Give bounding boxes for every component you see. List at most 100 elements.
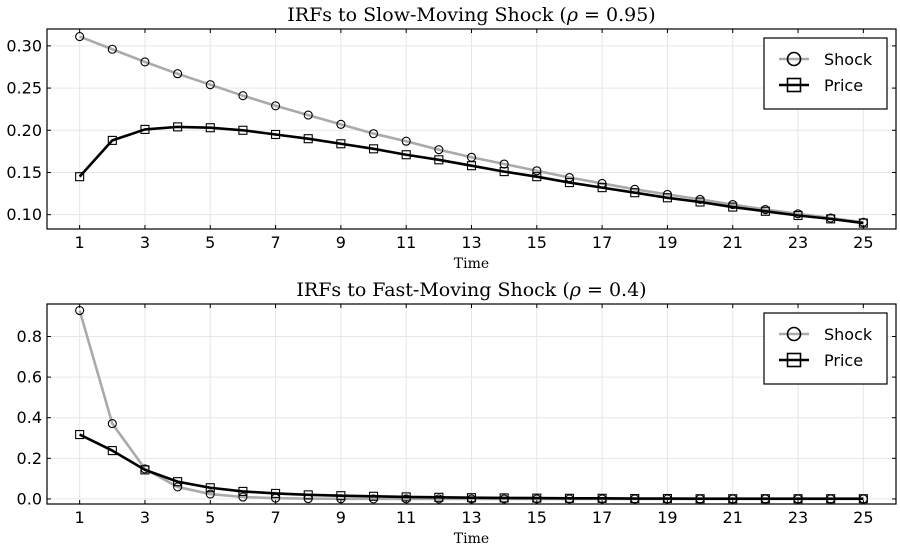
data-point-shock bbox=[107, 419, 117, 429]
data-point-price bbox=[662, 193, 672, 203]
x-tick-label: 23 bbox=[788, 508, 808, 527]
data-point-price bbox=[728, 494, 738, 504]
x-tick-label: 3 bbox=[140, 508, 150, 527]
x-axis-label: Time bbox=[454, 531, 489, 547]
data-point-price bbox=[760, 494, 770, 504]
data-point-price bbox=[368, 144, 379, 154]
x-tick-label: 1 bbox=[75, 508, 85, 527]
data-point-price bbox=[173, 122, 183, 132]
data-point-shock bbox=[140, 57, 150, 67]
data-point-price bbox=[662, 493, 672, 504]
data-point-price bbox=[303, 134, 313, 144]
data-point-shock bbox=[205, 80, 215, 90]
legend: Shock Price bbox=[763, 37, 888, 110]
data-point-shock bbox=[303, 110, 313, 120]
data-point-shock bbox=[238, 492, 248, 502]
y-tick-label: 0.30 bbox=[6, 36, 42, 55]
y-tick-label: 0.15 bbox=[6, 163, 42, 182]
legend-label-price: Price bbox=[824, 351, 863, 370]
data-point-shock bbox=[271, 101, 281, 111]
legend-box bbox=[763, 37, 888, 110]
x-tick-label: 15 bbox=[527, 508, 547, 527]
y-tick-label: 0.25 bbox=[6, 79, 42, 98]
x-tick-label: 1 bbox=[75, 233, 85, 252]
data-point-shock bbox=[401, 136, 411, 146]
x-tick-label: 15 bbox=[527, 233, 547, 252]
x-tick-label: 7 bbox=[270, 508, 280, 527]
data-point-shock bbox=[205, 489, 215, 499]
data-point-price bbox=[695, 197, 705, 207]
data-point-price bbox=[107, 446, 117, 456]
legend-box bbox=[763, 312, 888, 385]
data-point-price bbox=[205, 483, 215, 493]
y-tick-label: 0.6 bbox=[17, 368, 42, 387]
chart-panel-1: 1 3 5 7 9 11 13 15 17 19 21 23 250.100.150.200.250.3… bbox=[6, 4, 897, 272]
x-tick-label: 5 bbox=[205, 233, 215, 252]
series-line-shock bbox=[79, 35, 864, 224]
data-point-shock bbox=[564, 172, 575, 183]
series-line-price bbox=[78, 125, 864, 225]
chart-title: IRFs to Fast-Moving Shock (ρ = 0.4) bbox=[296, 279, 646, 301]
chart-title-greek: ρ bbox=[566, 4, 579, 26]
data-point-price bbox=[826, 494, 836, 504]
legend-marker-circle bbox=[786, 51, 802, 67]
y-tick-label: 0.10 bbox=[6, 205, 42, 224]
data-point-price bbox=[695, 494, 705, 504]
x-tick-label: 11 bbox=[396, 508, 416, 527]
data-point-price bbox=[499, 167, 509, 177]
data-point-price bbox=[858, 494, 868, 504]
legend-marker-square bbox=[786, 352, 802, 368]
data-point-price bbox=[760, 206, 770, 216]
data-point-price bbox=[532, 172, 542, 182]
x-tick-label: 7 bbox=[270, 233, 280, 252]
legend-label-shock: Shock bbox=[824, 50, 873, 69]
data-point-price bbox=[336, 139, 346, 149]
data-point-price bbox=[434, 155, 444, 165]
x-tick-label: 11 bbox=[396, 233, 416, 252]
legend-marker-circle bbox=[786, 326, 802, 342]
data-point-price bbox=[238, 486, 248, 496]
data-point-price bbox=[793, 494, 803, 504]
data-point-price bbox=[499, 493, 509, 503]
data-point-price bbox=[75, 172, 85, 182]
chart-title-suffix: = 0.4) bbox=[581, 279, 647, 301]
data-point-shock bbox=[75, 32, 85, 42]
data-point-price bbox=[858, 218, 868, 228]
legend-marker-square bbox=[786, 77, 802, 93]
y-tick-label: 0.8 bbox=[17, 327, 42, 346]
y-tick-label: 0.20 bbox=[6, 121, 42, 140]
x-axis-label: Time bbox=[454, 256, 489, 272]
x-tick-label: 23 bbox=[788, 233, 808, 252]
chart-title-suffix: = 0.95) bbox=[578, 4, 656, 26]
data-point-price bbox=[793, 210, 803, 221]
legend: Shock Price bbox=[763, 312, 888, 385]
y-tick-label: 0.2 bbox=[17, 449, 42, 468]
data-point-price bbox=[564, 493, 575, 503]
x-tick-label: 13 bbox=[461, 233, 481, 252]
x-tick-label: 17 bbox=[592, 508, 612, 527]
legend-label-shock: Shock bbox=[824, 325, 873, 344]
data-point-shock bbox=[434, 145, 444, 155]
chart-panel-2: 1 3 5 7 9 11 13 15 17 19 21 23 250.00.20.40.60.8IRFs… bbox=[17, 279, 897, 547]
data-point-shock bbox=[173, 69, 183, 79]
x-tick-label: 25 bbox=[853, 508, 873, 527]
chart-title-prefix: IRFs to Fast-Moving Shock ( bbox=[296, 279, 569, 301]
legend-label-price: Price bbox=[824, 76, 863, 95]
data-point-shock bbox=[238, 91, 248, 101]
x-tick-label: 21 bbox=[723, 508, 743, 527]
data-point-shock bbox=[532, 166, 542, 176]
data-point-price bbox=[336, 491, 346, 501]
data-point-price bbox=[271, 129, 281, 140]
data-point-price bbox=[564, 178, 575, 188]
data-point-price bbox=[597, 493, 607, 503]
data-point-price bbox=[303, 490, 313, 500]
data-point-shock bbox=[271, 493, 281, 503]
data-point-price bbox=[205, 123, 215, 133]
x-tick-label: 5 bbox=[205, 508, 215, 527]
data-point-price bbox=[466, 493, 477, 503]
data-point-shock bbox=[173, 482, 183, 492]
data-point-price bbox=[630, 188, 640, 198]
chart-title-greek: ρ bbox=[569, 279, 582, 301]
data-point-price bbox=[597, 183, 607, 193]
